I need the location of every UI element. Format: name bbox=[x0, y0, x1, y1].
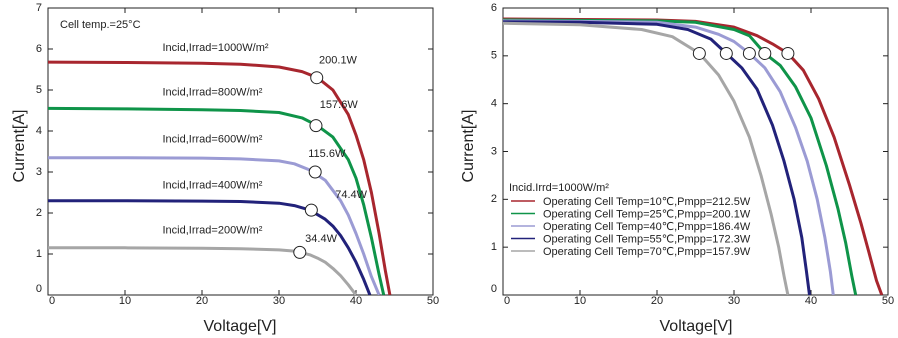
irradiance-label-3: Incid,Irrad=600W/m² bbox=[163, 133, 263, 145]
power-label-3: 115.6W bbox=[308, 148, 346, 160]
mpp-marker-1 bbox=[310, 71, 324, 85]
plot-frame bbox=[47, 7, 434, 296]
legend-entry-2: Operating Cell Temp=25℃,Pmpp=200.1W bbox=[543, 209, 751, 221]
x-tick-label: 30 bbox=[728, 295, 740, 307]
y-tick-label: 0 bbox=[491, 283, 497, 295]
mpp-marker-3 bbox=[742, 46, 756, 60]
series-line-2 bbox=[48, 106, 386, 295]
x-axis-title: Voltage[V] bbox=[204, 318, 277, 335]
y-tick-label: 1 bbox=[491, 241, 497, 253]
legend-entry-4: Operating Cell Temp=55℃,Pmpp=172.3W bbox=[543, 234, 751, 246]
mpp-marker-5 bbox=[692, 46, 706, 60]
legend: Incid.Irrd=1000W/m² Operating Cell Temp=1… bbox=[509, 182, 751, 258]
x-tick-label: 50 bbox=[882, 295, 894, 307]
mpp-marker-3 bbox=[308, 165, 322, 179]
y-tick-label: 6 bbox=[491, 2, 497, 14]
x-axis-title: Voltage[V] bbox=[660, 318, 733, 335]
x-tick-label: 0 bbox=[49, 295, 55, 307]
y-tick-label: 4 bbox=[36, 125, 42, 137]
series-line-5 bbox=[48, 246, 358, 295]
x-tick-label: 0 bbox=[504, 295, 510, 307]
x-tick-label: 20 bbox=[196, 295, 208, 307]
power-label-4: 74.4W bbox=[335, 189, 367, 201]
mpp-marker-2 bbox=[758, 46, 772, 60]
y-tick-label: 4 bbox=[491, 98, 497, 110]
y-tick-label: 6 bbox=[36, 43, 42, 55]
x-tick-label: 50 bbox=[427, 295, 439, 307]
legend-entry-3: Operating Cell Temp=40℃,Pmpp=186.4W bbox=[543, 221, 751, 233]
x-tick-label: 10 bbox=[119, 295, 131, 307]
power-label-1: 200.1W bbox=[319, 54, 358, 66]
series-line-2 bbox=[503, 18, 858, 295]
irradiance-label-1: Incid,Irrad=1000W/m² bbox=[163, 42, 269, 54]
y-axis-title: Current[A] bbox=[460, 110, 477, 183]
mpp-marker-4 bbox=[719, 46, 733, 60]
x-tick-label: 30 bbox=[273, 295, 285, 307]
power-label-5: 34.4W bbox=[305, 233, 337, 245]
x-tick-label: 10 bbox=[574, 295, 586, 307]
irradiance-label-4: Incid,Irrad=400W/m² bbox=[163, 179, 263, 191]
series-line-5 bbox=[503, 21, 790, 295]
series-line-1 bbox=[48, 60, 392, 295]
legend-title: Incid.Irrd=1000W/m² bbox=[509, 182, 609, 194]
y-tick-label: 5 bbox=[36, 84, 42, 96]
chart-panel-1: 0 10 20 30 40 50 0 1 2 3 4 5 6 7 Voltage[V] Current[A] C… bbox=[11, 2, 439, 335]
irradiance-label-5: Incid,Irrad=200W/m² bbox=[163, 225, 263, 237]
y-tick-label: 2 bbox=[36, 207, 42, 219]
y-tick-label: 5 bbox=[491, 50, 497, 62]
y-tick-label: 2 bbox=[491, 193, 497, 205]
series-line-3 bbox=[503, 19, 835, 295]
series-line-4 bbox=[48, 199, 372, 295]
power-label-2: 157.6W bbox=[320, 99, 359, 111]
mpp-marker-1 bbox=[781, 46, 795, 60]
y-tick-label: 0 bbox=[36, 283, 42, 295]
mpp-marker-2 bbox=[309, 119, 323, 133]
y-tick-label: 1 bbox=[36, 248, 42, 260]
irradiance-label-2: Incid,Irrad=800W/m² bbox=[163, 86, 263, 98]
x-tick-label: 40 bbox=[350, 295, 362, 307]
y-tick-label: 7 bbox=[36, 2, 42, 14]
mpp-marker-5 bbox=[293, 245, 307, 259]
series-line-4 bbox=[503, 20, 811, 295]
legend-entry-1: Operating Cell Temp=10℃,Pmpp=212.5W bbox=[543, 196, 751, 208]
chart-panel-2: 0 10 20 30 40 50 0 1 2 3 4 5 6 Voltage[V] Current[A] In… bbox=[460, 2, 894, 335]
x-tick-label: 40 bbox=[805, 295, 817, 307]
legend-entry-5: Operating Cell Temp=70℃,Pmpp=157.9W bbox=[543, 246, 751, 258]
y-tick-label: 3 bbox=[36, 166, 42, 178]
y-tick-label: 3 bbox=[491, 145, 497, 157]
mpp-marker-4 bbox=[304, 203, 318, 217]
cell-temp-note: Cell temp.=25°C bbox=[60, 19, 141, 31]
x-tick-label: 20 bbox=[651, 295, 663, 307]
y-axis-title: Current[A] bbox=[11, 110, 28, 183]
